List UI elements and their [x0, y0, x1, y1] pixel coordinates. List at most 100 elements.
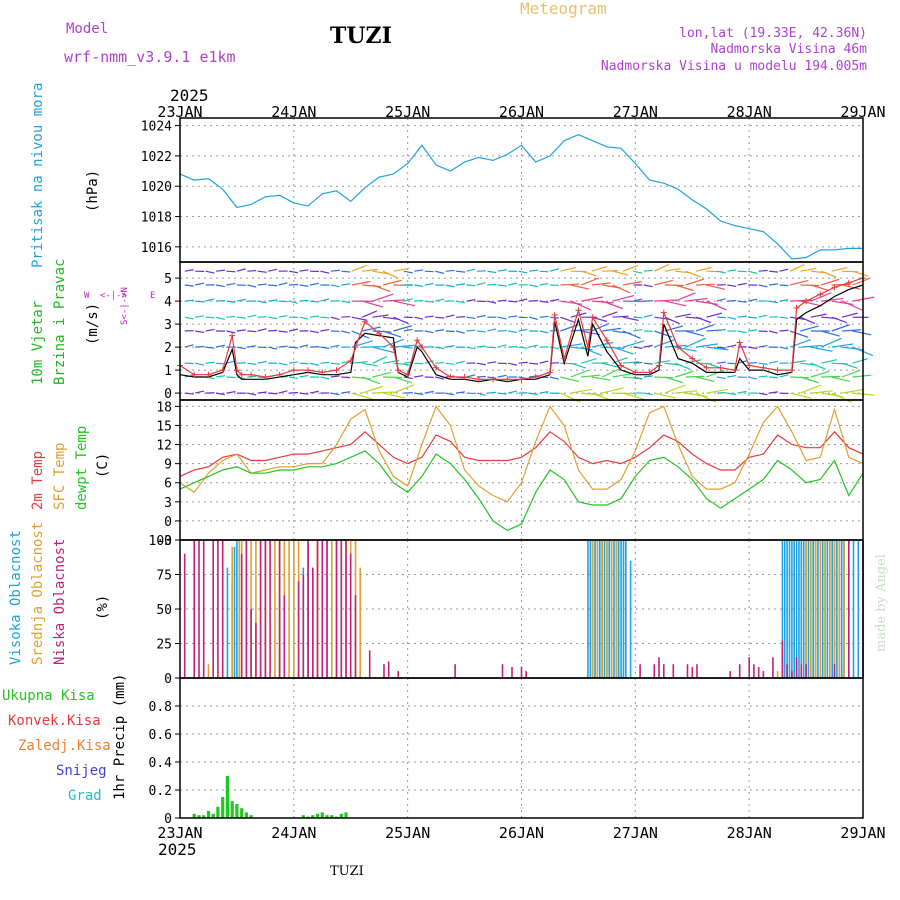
bar: [772, 657, 774, 678]
bar: [617, 540, 620, 678]
gust-marker: [518, 376, 525, 383]
wind-arrow: [748, 346, 758, 350]
wind-arrow: [800, 325, 819, 332]
wind-arrow: [612, 373, 632, 378]
bar: [288, 540, 290, 678]
wind-arrow: [842, 346, 865, 351]
wind-arrow: [372, 355, 388, 364]
wind-arrow: [622, 392, 645, 401]
bar: [387, 661, 390, 678]
bar: [331, 540, 333, 678]
x-tick-label-top: 25JAN: [385, 103, 430, 121]
wind-arrow: [633, 361, 643, 364]
wind-arrow: [393, 316, 409, 325]
bar: [805, 664, 807, 678]
wind-arrow: [664, 325, 684, 332]
wind-arrow: [362, 284, 382, 288]
wind-arrow: [622, 281, 642, 286]
y-tick-label: 1: [164, 364, 172, 379]
bar: [791, 540, 793, 678]
wind-arrow: [226, 315, 236, 318]
wind-arrow: [779, 374, 789, 378]
bar: [762, 671, 765, 678]
wind-arrow: [320, 298, 330, 302]
bar: [836, 540, 838, 678]
wind-arrow: [748, 316, 758, 319]
wind-arrow: [581, 374, 601, 378]
y-tick-label: 1022: [141, 150, 172, 165]
wind-arrow: [612, 294, 635, 302]
bar: [244, 812, 248, 818]
y-tick-label: 50: [156, 603, 172, 618]
wind-arrow: [674, 362, 691, 370]
wind-arrow: [445, 344, 455, 348]
wind-arrow: [455, 330, 465, 334]
wind-arrow: [403, 298, 413, 302]
bar: [311, 815, 315, 818]
y-tick-label: 2: [164, 341, 172, 356]
bar: [312, 567, 314, 678]
wind-arrow: [508, 315, 518, 318]
compass-vertical: S<-|->N: [120, 287, 130, 325]
panel-4: 0 0.2 0.4 0.6 0.8: [149, 677, 864, 827]
chart-title: Meteogram: [520, 0, 607, 18]
bar: [206, 811, 211, 818]
wind-arrow: [497, 392, 507, 395]
wind-arrow: [226, 300, 236, 303]
panel-1: 0 1 2 3 4 5: [164, 261, 875, 403]
gust-marker: [603, 337, 610, 344]
wind-arrow: [487, 376, 497, 379]
wind-arrow: [320, 376, 330, 380]
credit-text: made by Angel: [874, 554, 889, 652]
wind-ylabel-b: Brzina i Pravac: [52, 259, 68, 385]
bar: [620, 540, 622, 678]
wind-arrow: [497, 316, 507, 320]
bar: [238, 540, 241, 678]
wind-arrow: [403, 346, 413, 349]
bar: [829, 540, 831, 678]
wind-arrow: [215, 344, 225, 348]
gust-marker: [447, 374, 454, 380]
wind-arrow: [226, 270, 236, 273]
wind-arrow: [748, 329, 758, 332]
wind-arrow: [549, 268, 559, 272]
wind-arrow: [320, 328, 330, 332]
wind-arrow: [195, 362, 205, 366]
wind-arrow: [487, 328, 497, 332]
gust-marker: [774, 367, 781, 374]
wind-arrow: [570, 369, 589, 378]
wind-arrow: [622, 340, 645, 348]
y-tick-label: 0.8: [149, 700, 172, 715]
wind-arrow: [372, 391, 395, 394]
wind-arrow: [800, 316, 816, 325]
wind-arrow: [841, 284, 861, 290]
wind-arrow: [288, 270, 299, 274]
wind-arrow: [205, 328, 215, 332]
wind-arrow: [341, 376, 351, 379]
wind-arrow: [654, 263, 670, 272]
wind-arrow: [570, 284, 590, 290]
wind-arrow: [674, 292, 696, 302]
wind-arrow: [539, 360, 549, 364]
wind-arrow: [622, 316, 639, 322]
wind-arrow: [195, 300, 205, 303]
wind-arrow: [789, 279, 809, 286]
wind-arrow: [215, 316, 225, 320]
gust-marker: [347, 357, 354, 364]
gust-marker: [238, 371, 245, 378]
bar: [814, 540, 817, 678]
wind-arrow: [497, 374, 507, 378]
wind-arrow: [591, 376, 611, 381]
wind-arrow: [184, 392, 194, 395]
y-tick-label: 1016: [141, 241, 172, 256]
bar: [738, 664, 741, 678]
wind-arrow: [528, 392, 539, 396]
wind-arrow: [622, 264, 639, 272]
wind-arrow: [226, 330, 236, 334]
bar: [245, 540, 248, 678]
wind-arrow: [361, 300, 384, 308]
wind-arrow: [466, 268, 476, 272]
wind-arrow: [622, 330, 641, 339]
wind-arrow: [362, 268, 379, 272]
wind-arrow: [247, 284, 257, 288]
